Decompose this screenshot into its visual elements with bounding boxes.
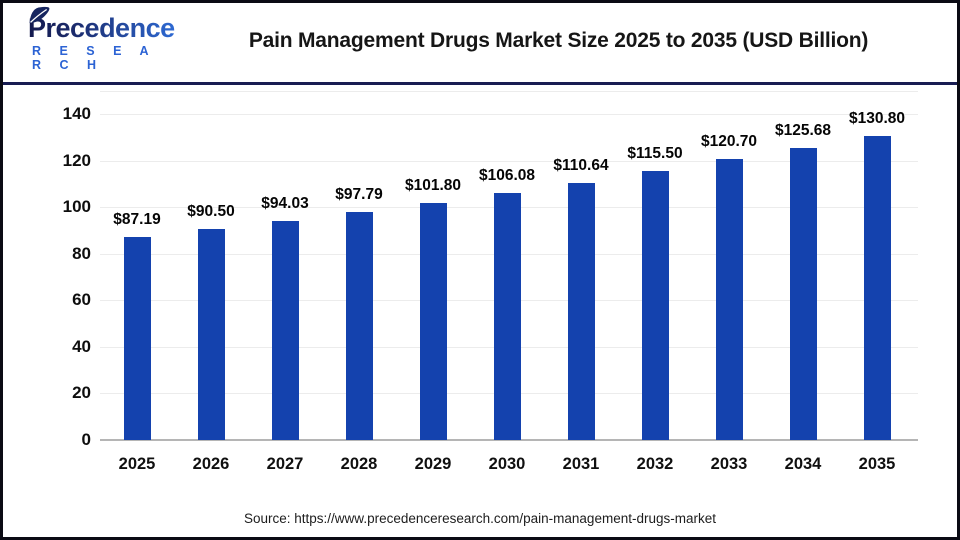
y-tick-label: 120 [62, 151, 91, 170]
x-tick-label: 2031 [562, 455, 600, 473]
bar-value-label: $87.19 [113, 211, 161, 228]
bar-2032 [641, 171, 669, 440]
x-tick-label: 2029 [414, 455, 452, 473]
chart-title: Pain Management Drugs Market Size 2025 t… [248, 29, 869, 52]
bar-value-label: $130.80 [848, 110, 906, 127]
bar-value-label: $94.03 [261, 195, 309, 212]
y-tick-label: 140 [62, 104, 91, 123]
x-tick-label: 2027 [266, 455, 304, 473]
y-tick-label: 80 [72, 244, 91, 263]
x-tick-label: 2035 [858, 455, 896, 473]
x-tick-label: 2030 [488, 455, 526, 473]
x-tick-label: 2032 [636, 455, 674, 473]
gridline-140 [100, 114, 918, 115]
bar-value-label: $110.64 [553, 157, 609, 174]
header-divider [3, 82, 957, 85]
gridline-150 [100, 91, 918, 92]
bar-2028 [345, 212, 373, 440]
bar-2035 [863, 136, 891, 440]
y-tick-label: 100 [62, 197, 91, 216]
bar-2029 [419, 203, 447, 440]
bar-value-label: $125.68 [774, 122, 832, 139]
x-axis-line [100, 439, 918, 441]
precedence-research-logo: Precedence R E S E A R C H [28, 6, 178, 72]
bar-2026 [197, 229, 225, 440]
bar-2030 [493, 193, 521, 440]
y-tick-label: 0 [81, 430, 91, 449]
plot-area: 0 20 40 60 80 100 120 140 $87.19 2025 $90.50 2026 $9… [3, 3, 957, 537]
bar-2034 [789, 148, 817, 440]
x-tick-label: 2028 [340, 455, 378, 473]
bar-value-label: $90.50 [187, 203, 235, 220]
y-tick-label: 40 [72, 337, 91, 356]
bar-value-label: $101.80 [404, 177, 462, 194]
logo-sub-text: R E S E A R C H [32, 44, 156, 72]
y-tick-label: 20 [72, 383, 91, 402]
gridline-120 [100, 161, 918, 162]
bar-value-label: $106.08 [478, 167, 536, 184]
source-citation: Source: https://www.precedenceresearch.c… [244, 511, 716, 526]
header: Precedence R E S E A R C H Pain Manageme… [3, 3, 957, 82]
x-tick-label: 2034 [784, 455, 822, 473]
x-tick-label: 2026 [192, 455, 230, 473]
bar-2033 [715, 159, 743, 440]
x-tick-label: 2025 [118, 455, 156, 473]
bar-value-label: $97.79 [335, 186, 383, 203]
y-tick-label: 60 [72, 290, 91, 309]
bar-2031 [567, 183, 595, 440]
leaf-icon [29, 6, 50, 24]
bar-value-label: $120.70 [700, 133, 758, 150]
logo-brand-text: Precedence [28, 13, 178, 43]
bar-2027 [271, 221, 299, 440]
x-tick-label: 2033 [710, 455, 748, 473]
bar-2025 [123, 237, 151, 440]
bar-value-label: $115.50 [627, 145, 683, 162]
